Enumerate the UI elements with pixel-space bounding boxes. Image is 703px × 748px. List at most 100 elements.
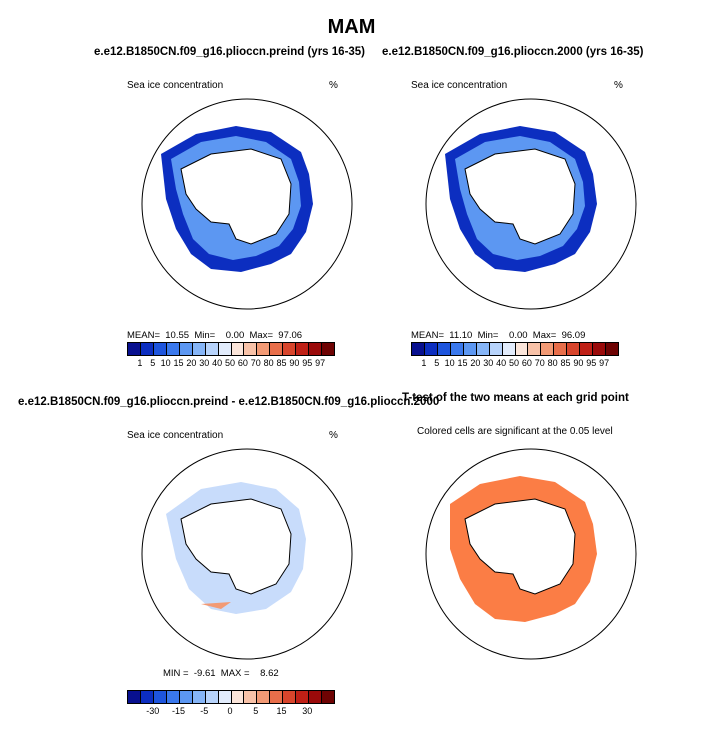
colorbar-swatch: [231, 343, 245, 355]
colorbar-tick-label: 15: [173, 358, 184, 368]
panel-1-units-label: %: [329, 80, 338, 91]
panel-3-colorbar: [127, 690, 335, 704]
colorbar-swatch: [541, 343, 555, 355]
colorbar-tick-label: -5: [200, 706, 209, 716]
colorbar-tick-label: 95: [586, 358, 597, 368]
colorbar-swatch: [322, 343, 334, 355]
colorbar-swatch: [179, 343, 193, 355]
colorbar-tick-label: 1: [421, 358, 427, 368]
colorbar-tick-label: 30: [199, 358, 210, 368]
panel-1-polar-map: [141, 98, 353, 310]
panel-1-stats: MEAN= 10.55 Min= 0.00 Max= 97.06: [127, 330, 303, 341]
colorbar-swatch: [283, 343, 297, 355]
colorbar-tick-label: 20: [186, 358, 197, 368]
colorbar-swatch: [450, 343, 464, 355]
colorbar-swatch: [515, 343, 529, 355]
colorbar-tick-label: 40: [496, 358, 507, 368]
colorbar-tick-label: 50: [224, 358, 235, 368]
colorbar-tick-label: 15: [276, 706, 287, 716]
figure-title: MAM: [327, 16, 376, 38]
colorbar-swatch: [424, 343, 438, 355]
colorbar-tick-label: 30: [302, 706, 313, 716]
colorbar-swatch: [270, 343, 284, 355]
colorbar-swatch: [128, 691, 141, 703]
colorbar-tick-label: 5: [150, 358, 156, 368]
colorbar-swatch: [218, 691, 232, 703]
panel-3-polar-map: [141, 448, 353, 660]
colorbar-swatch: [205, 343, 219, 355]
panel-4-title: T-test of the two means at each grid poi…: [402, 392, 629, 404]
colorbar-tick-label: 85: [276, 358, 287, 368]
panel-1-variable-label: Sea ice concentration: [127, 80, 224, 91]
colorbar-swatch: [140, 343, 154, 355]
antarctica-outline: [180, 148, 292, 245]
panel-3-units-label: %: [329, 430, 338, 441]
colorbar-swatch: [140, 691, 154, 703]
panel-3-stats: MIN = -9.61 MAX = 8.62: [163, 668, 279, 679]
colorbar-tick-label: 20: [470, 358, 481, 368]
antarctica-outline: [464, 498, 576, 595]
colorbar-tick-label: 40: [212, 358, 223, 368]
colorbar-tick-label: 15: [457, 358, 468, 368]
panel-3-title: e.e12.B1850CN.f09_g16.plioccn.preind - e…: [18, 396, 440, 408]
colorbar-swatch: [412, 343, 425, 355]
colorbar-swatch: [309, 343, 323, 355]
colorbar-tick-label: 70: [250, 358, 261, 368]
colorbar-tick-label: 80: [547, 358, 558, 368]
panel-2-units-label: %: [614, 80, 623, 91]
colorbar-swatch: [554, 343, 568, 355]
colorbar-swatch: [244, 343, 258, 355]
colorbar-tick-label: 85: [560, 358, 571, 368]
panel-4-subtitle: Colored cells are significant at the 0.0…: [417, 426, 613, 437]
panel-2-colorbar: [411, 342, 619, 356]
colorbar-tick-label: -30: [146, 706, 160, 716]
colorbar-swatch: [153, 691, 167, 703]
panel-2-title: e.e12.B1850CN.f09_g16.plioccn.2000 (yrs …: [382, 46, 644, 58]
colorbar-swatch: [244, 691, 258, 703]
antarctica-outline: [464, 148, 576, 245]
colorbar-tick-label: 5: [434, 358, 440, 368]
colorbar-swatch: [593, 343, 607, 355]
colorbar-swatch: [463, 343, 477, 355]
panel-2-variable-label: Sea ice concentration: [411, 80, 508, 91]
colorbar-swatch: [296, 691, 310, 703]
colorbar-tick-label: 30: [483, 358, 494, 368]
colorbar-tick-label: 60: [521, 358, 532, 368]
colorbar-swatch: [283, 691, 297, 703]
colorbar-swatch: [218, 343, 232, 355]
colorbar-swatch: [257, 691, 271, 703]
colorbar-swatch: [257, 343, 271, 355]
colorbar-swatch: [179, 691, 193, 703]
colorbar-swatch: [528, 343, 542, 355]
colorbar-tick-label: 10: [444, 358, 455, 368]
colorbar-swatch: [192, 691, 206, 703]
colorbar-swatch: [580, 343, 594, 355]
panel-1-title: e.e12.B1850CN.f09_g16.plioccn.preind (yr…: [94, 46, 366, 58]
colorbar-swatch: [166, 691, 180, 703]
colorbar-swatch: [606, 343, 618, 355]
colorbar-swatch: [476, 343, 490, 355]
panel-2-polar-map: [425, 98, 637, 310]
colorbar-tick-label: 0: [227, 706, 233, 716]
colorbar-swatch: [270, 691, 284, 703]
colorbar-tick-label: -15: [171, 706, 185, 716]
colorbar-swatch: [128, 343, 141, 355]
colorbar-swatch: [153, 343, 167, 355]
colorbar-tick-label: 70: [534, 358, 545, 368]
colorbar-swatch: [437, 343, 451, 355]
colorbar-tick-label: 97: [599, 358, 610, 368]
colorbar-swatch: [502, 343, 516, 355]
colorbar-swatch: [205, 691, 219, 703]
colorbar-swatch: [166, 343, 180, 355]
colorbar-swatch: [309, 691, 323, 703]
colorbar-tick-label: 80: [263, 358, 274, 368]
panel-1-colorbar: [127, 342, 335, 356]
colorbar-swatch: [567, 343, 581, 355]
colorbar-swatch: [322, 691, 334, 703]
colorbar-swatch: [192, 343, 206, 355]
panel-2-stats: MEAN= 11.10 Min= 0.00 Max= 96.09: [411, 330, 586, 341]
colorbar-tick-label: 1: [137, 358, 143, 368]
antarctica-outline: [180, 498, 292, 595]
colorbar-swatch: [296, 343, 310, 355]
difference-positive-patch: [201, 602, 231, 609]
